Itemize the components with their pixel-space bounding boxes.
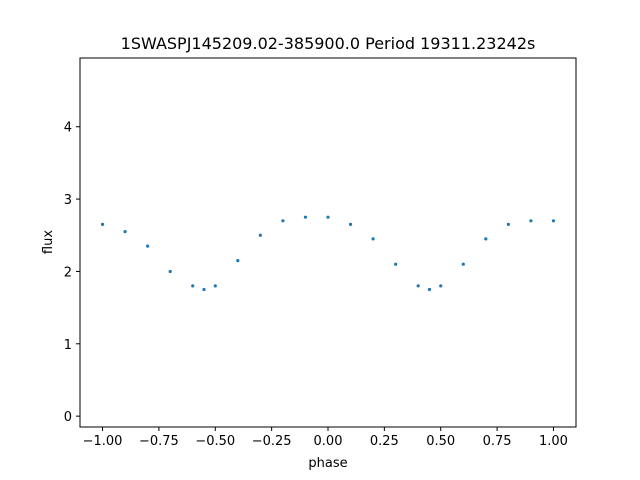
- data-point: [416, 284, 420, 288]
- x-axis-ticks: −1.00 −0.75 −0.50 −0.25 0.00 0.25 0.50 0.75 1.00: [83, 427, 568, 449]
- data-point: [236, 258, 240, 263]
- data-point: [484, 237, 488, 241]
- data-point: [394, 262, 398, 266]
- x-tick-label: −1.00: [83, 434, 123, 449]
- x-tick-label: −0.50: [195, 434, 235, 449]
- scatter-points: [100, 215, 556, 292]
- data-point: [506, 222, 510, 227]
- data-point: [281, 219, 285, 223]
- data-point: [191, 284, 195, 288]
- x-tick-label: −0.75: [139, 434, 179, 449]
- data-point: [146, 244, 150, 248]
- data-point: [551, 219, 556, 223]
- y-tick-label: 1: [64, 338, 72, 353]
- x-tick-label: 0.25: [370, 434, 399, 449]
- data-point: [326, 215, 330, 219]
- y-tick-label: 4: [64, 121, 72, 136]
- data-point: [258, 233, 262, 237]
- data-point: [168, 269, 172, 274]
- chart-title: 1SWASPJ145209.02-385900.0 Period 19311.2…: [121, 34, 536, 53]
- data-point: [427, 287, 432, 292]
- y-tick-label: 2: [64, 265, 72, 280]
- data-point: [439, 284, 443, 288]
- x-tick-label: 0.75: [483, 434, 512, 449]
- y-axis-ticks: 0 1 2 3 4: [64, 121, 80, 425]
- data-point: [529, 219, 533, 223]
- data-point: [100, 222, 105, 227]
- data-point: [123, 230, 127, 234]
- data-point: [461, 262, 465, 266]
- y-axis-label: flux: [41, 230, 56, 254]
- x-tick-label: 0.50: [426, 434, 455, 449]
- data-point: [213, 284, 217, 288]
- x-axis-label: phase: [308, 456, 347, 471]
- y-tick-label: 3: [64, 193, 72, 208]
- x-tick-label: 0.00: [314, 434, 343, 449]
- x-tick-label: −0.25: [252, 434, 292, 449]
- y-tick-label: 0: [64, 410, 72, 425]
- data-point: [371, 237, 375, 241]
- x-tick-label: 1.00: [539, 434, 568, 449]
- data-point: [348, 222, 353, 227]
- data-point: [303, 215, 308, 219]
- data-point: [202, 287, 206, 292]
